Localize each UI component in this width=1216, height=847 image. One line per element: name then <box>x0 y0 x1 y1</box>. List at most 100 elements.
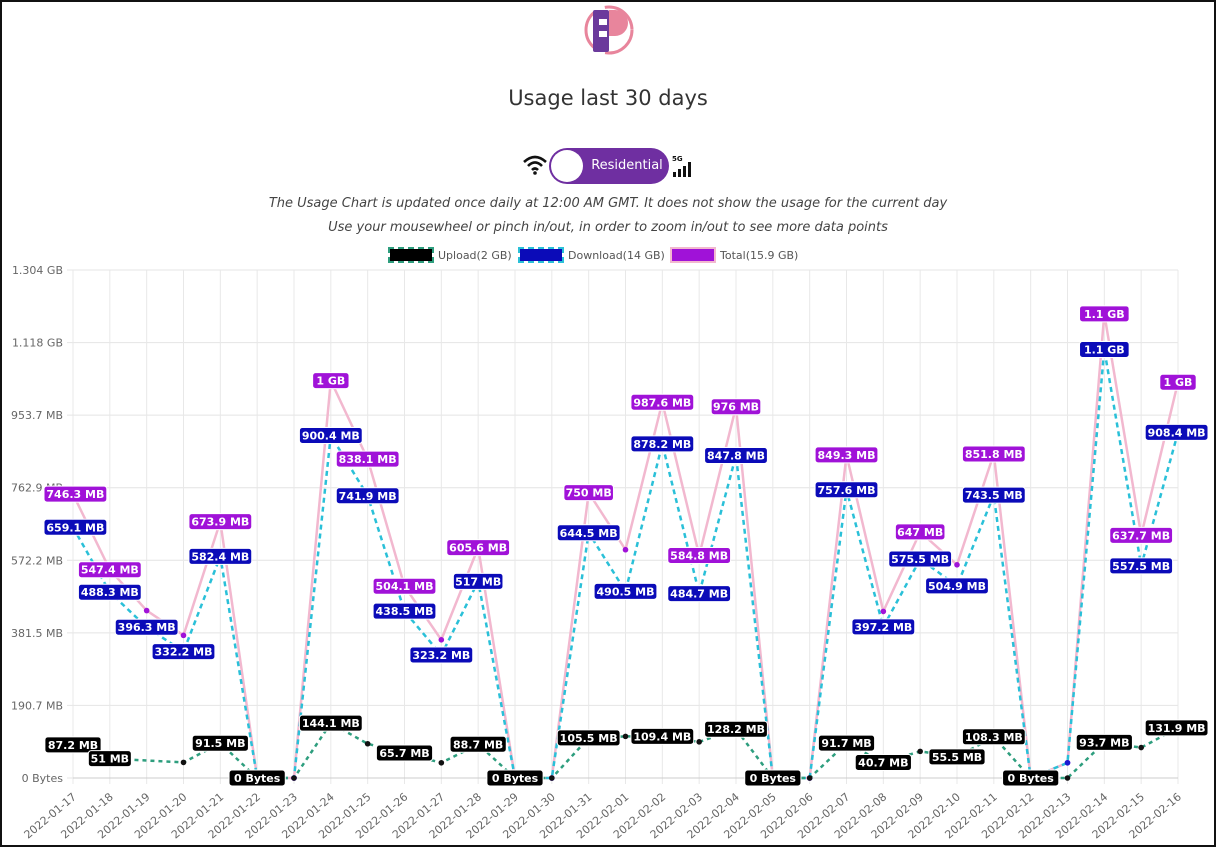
data-label: 746.3 MB <box>46 488 104 501</box>
data-label-box <box>1109 526 1174 544</box>
data-point <box>696 739 702 745</box>
data-label-box <box>894 523 946 541</box>
data-label: 397.2 MB <box>854 621 912 634</box>
legend-item-download[interactable]: Download(14 GB) <box>518 247 665 263</box>
data-label: 605.6 MB <box>449 542 507 555</box>
data-label-box <box>710 398 762 416</box>
data-label-box <box>43 518 108 536</box>
data-label-box <box>372 602 437 620</box>
data-point <box>291 775 297 781</box>
data-label: 105.5 MB <box>560 732 618 745</box>
data-point <box>438 759 445 766</box>
data-label-box <box>1079 340 1130 358</box>
toggle-knob[interactable] <box>551 150 583 182</box>
legend-label-total: Total(15.9 GB) <box>720 248 799 262</box>
data-label-box <box>44 736 102 754</box>
data-label-box <box>409 646 474 664</box>
data-label: 637.7 MB <box>1112 529 1170 542</box>
data-label-box <box>1144 719 1209 737</box>
data-label-box <box>449 735 507 753</box>
data-label: 582.4 MB <box>191 550 249 563</box>
data-label: 584.8 MB <box>670 550 728 563</box>
data-label: 1 GB <box>1164 376 1193 389</box>
data-point <box>180 759 187 766</box>
data-label-box <box>744 769 802 787</box>
data-point <box>917 748 923 755</box>
y-tick-label: 953.7 MB <box>11 409 63 422</box>
data-label-box <box>372 577 437 595</box>
data-label: 849.3 MB <box>818 449 876 462</box>
data-point <box>1064 775 1071 781</box>
data-label: 438.5 MB <box>376 605 434 618</box>
data-label: 908.4 MB <box>1148 426 1206 439</box>
data-label-box <box>77 561 142 579</box>
data-label: 987.6 MB <box>633 396 691 409</box>
data-label-box <box>77 583 142 601</box>
data-label: 976 MB <box>713 401 759 414</box>
data-label: 1.1 GB <box>1084 343 1125 356</box>
data-label-box <box>191 734 249 752</box>
y-tick-label: 572.2 MB <box>11 554 63 567</box>
data-label-box <box>188 547 253 565</box>
data-label-box <box>704 720 768 738</box>
data-label-box <box>854 754 912 772</box>
data-label: 557.5 MB <box>1112 560 1170 573</box>
data-label-box <box>151 643 216 661</box>
data-label: 838.1 MB <box>339 453 397 466</box>
chart-legend: Upload(2 GB) Download(14 GB) Total(15.9 … <box>0 246 1216 264</box>
data-label: 647 MB <box>897 526 943 539</box>
data-label-box <box>817 734 876 752</box>
data-label-box <box>1109 557 1174 575</box>
cellular-signal-icon[interactable]: 5G <box>671 154 695 178</box>
data-label: 547.4 MB <box>81 564 139 577</box>
network-badge: 5G <box>672 155 683 163</box>
data-label: 878.2 MB <box>633 438 691 451</box>
data-label: 488.3 MB <box>81 586 139 599</box>
data-label: 323.2 MB <box>412 649 470 662</box>
data-label-box <box>630 435 695 453</box>
data-label-box <box>667 547 732 565</box>
data-label-box <box>486 769 544 787</box>
legend-item-total[interactable]: Total(15.9 GB) <box>670 247 799 263</box>
data-label: 108.3 MB <box>965 731 1023 744</box>
data-label-box <box>814 481 879 499</box>
data-label: 743.5 MB <box>965 489 1023 502</box>
data-label: 659.1 MB <box>46 521 104 534</box>
update-note: The Usage Chart is updated once daily at… <box>268 196 948 211</box>
data-label: 757.6 MB <box>818 484 876 497</box>
data-label: 65.7 MB <box>379 747 429 760</box>
data-label-box <box>704 446 768 464</box>
data-label: 40.7 MB <box>858 757 908 770</box>
data-label: 575.5 MB <box>891 553 949 566</box>
data-label: 0 Bytes <box>750 772 797 785</box>
network-toggle-row: Residential 5G <box>0 148 1216 184</box>
data-label: 504.9 MB <box>928 580 986 593</box>
data-label: 900.4 MB <box>302 429 360 442</box>
data-label-box <box>563 484 614 502</box>
app-logo-icon <box>584 5 634 55</box>
data-label: 144.1 MB <box>302 717 360 730</box>
data-label: 0 Bytes <box>492 772 539 785</box>
y-tick-label: 190.7 MB <box>11 699 63 712</box>
data-label: 88.7 MB <box>453 738 503 751</box>
data-label-box <box>228 769 286 787</box>
data-label-box <box>298 714 363 732</box>
data-point <box>954 562 960 568</box>
legend-item-upload[interactable]: Upload(2 GB) <box>388 247 512 263</box>
y-tick-label: 1.304 GB <box>12 264 63 277</box>
data-label-box <box>375 744 434 762</box>
wifi-icon[interactable] <box>522 154 548 176</box>
data-label-box <box>335 487 400 505</box>
data-point <box>622 733 629 740</box>
data-point <box>438 637 445 643</box>
data-label-box <box>630 393 695 411</box>
data-label: 55.5 MB <box>932 751 982 764</box>
data-label: 673.9 MB <box>191 516 249 529</box>
data-point <box>622 546 629 553</box>
data-label-box <box>556 729 621 747</box>
residential-toggle[interactable]: Residential <box>549 148 669 184</box>
data-label: 332.2 MB <box>155 646 213 659</box>
y-tick-label: 0 Bytes <box>22 772 64 785</box>
